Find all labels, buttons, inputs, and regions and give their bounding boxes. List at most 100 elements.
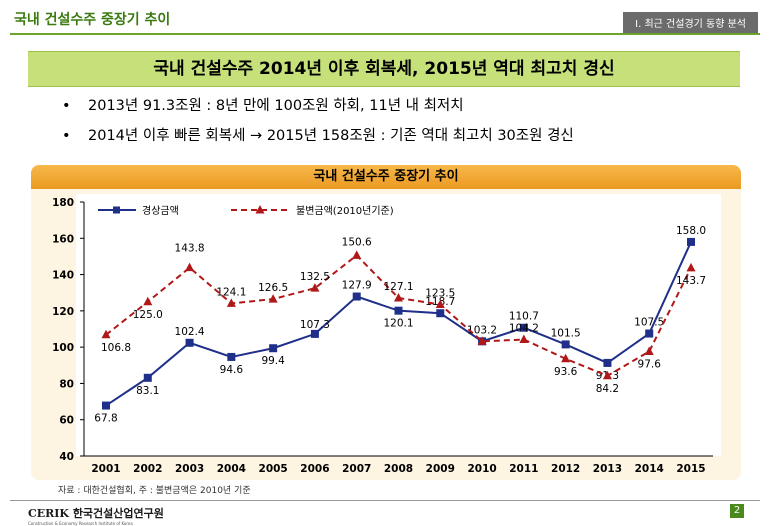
y-tick-label: 100: [52, 342, 74, 354]
page-number: 2: [730, 504, 744, 518]
data-point: [436, 309, 445, 318]
chart-panel: 국내 건설수주 중장기 추이 40 60 80 100 120 140 160 180 2001…: [31, 165, 741, 480]
footer-divider: [10, 500, 760, 501]
slide-title: 국내 건설수주 중장기 추이: [14, 12, 171, 28]
data-point: [310, 283, 320, 292]
data-point: [352, 292, 361, 301]
data-point: [310, 329, 319, 338]
logo-text: CERIK 한국건설산업연구원: [28, 507, 164, 520]
bullet-text: 2014년 이후 빠른 회복세 → 2015년 158조원 : 기존 역대 최고…: [88, 128, 574, 144]
data-point: [519, 323, 528, 332]
data-point: [602, 370, 612, 380]
y-tick-label: 140: [52, 270, 74, 282]
data-point: [645, 329, 654, 338]
data-point: [394, 292, 403, 302]
x-tick-label: 2015: [676, 463, 705, 475]
data-label: 120.1: [383, 318, 413, 330]
source-note: 자료 : 대한건설협회, 주 : 불변금액은 2010년 기준: [58, 486, 251, 496]
data-label: 158.0: [676, 225, 706, 237]
y-tick-label: 80: [59, 378, 74, 390]
header-divider: [10, 33, 760, 35]
data-label: 94.6: [220, 364, 244, 376]
data-label: 104.2: [509, 323, 539, 335]
data-point: [561, 340, 570, 349]
data-label: 124.1: [216, 286, 246, 298]
data-point: [269, 344, 278, 353]
x-tick-label: 2010: [467, 463, 496, 475]
x-tick-label: 2012: [551, 463, 580, 475]
data-label: 107.5: [634, 317, 664, 329]
data-point: [644, 346, 654, 355]
section-tag: I. 최근 건설경기 동향 분석: [623, 12, 758, 33]
data-label: 67.8: [94, 413, 117, 425]
data-label: 127.1: [383, 281, 413, 293]
data-label: 99.4: [261, 355, 285, 367]
data-label: 106.8: [101, 342, 131, 354]
data-point: [143, 373, 152, 382]
data-point: [226, 298, 236, 307]
data-point: [227, 352, 236, 361]
x-tick-label: 2004: [217, 463, 246, 475]
data-label: 103.2: [467, 324, 497, 336]
legend-label-1: 경상금액: [142, 204, 179, 217]
data-point: [686, 262, 696, 272]
y-tick-label: 60: [59, 415, 74, 427]
x-tick-label: 2011: [509, 463, 538, 475]
x-tick-label: 2008: [384, 463, 413, 475]
data-point: [477, 336, 487, 345]
x-tick-label: 2001: [91, 463, 120, 475]
data-label: 125.0: [133, 309, 163, 321]
bullet-item: • 2014년 이후 빠른 회복세 → 2015년 158조원 : 기존 역대 최…: [62, 126, 574, 156]
data-point: [603, 358, 612, 367]
plot-area: [76, 194, 721, 456]
x-tick-label: 2003: [175, 463, 204, 475]
headline-banner: 국내 건설수주 2014년 이후 회복세, 2015년 역대 최고치 경신: [28, 51, 740, 87]
logo-subtext: Construction & Economy Research Institut…: [28, 521, 133, 526]
data-label: 102.4: [175, 326, 205, 338]
data-label: 127.9: [342, 280, 372, 292]
data-point: [143, 296, 153, 306]
legend-marker-1: [113, 206, 120, 214]
y-tick-label: 40: [59, 451, 74, 463]
data-point: [101, 329, 111, 339]
data-label: 93.6: [554, 366, 578, 378]
line-chart: 40 60 80 100 120 140 160 180 2001 2002 2003 2004 200…: [52, 194, 721, 475]
data-point: [394, 306, 403, 315]
data-label: 97.6: [638, 358, 662, 370]
x-tick-label: 2013: [593, 463, 622, 475]
y-tick-label: 120: [52, 306, 74, 318]
data-label: 84.2: [596, 383, 619, 395]
data-label: 101.5: [551, 327, 581, 339]
data-point: [519, 334, 529, 344]
data-label: 83.1: [136, 385, 159, 397]
x-tick-label: 2007: [342, 463, 371, 475]
data-point: [185, 262, 195, 272]
x-tick-label: 2006: [300, 463, 329, 475]
legend-marker-2: [255, 205, 265, 214]
data-label: 126.5: [258, 282, 288, 294]
chart-title: 국내 건설수주 중장기 추이: [31, 165, 741, 189]
data-point: [687, 237, 695, 246]
data-point: [352, 250, 362, 259]
data-point: [435, 299, 445, 309]
bullet-dot: •: [62, 98, 71, 114]
data-label: 143.7: [676, 275, 706, 287]
data-label: 143.8: [175, 243, 205, 255]
x-tick-label: 2005: [259, 463, 288, 475]
data-label: 110.7: [509, 311, 539, 323]
data-label: 107.3: [300, 319, 330, 331]
x-tick-label: 2014: [635, 463, 664, 475]
y-tick-label: 160: [52, 233, 74, 245]
bullet-text: 2013년 91.3조원 : 8년 만에 100조원 하회, 11년 내 최저치: [88, 98, 464, 114]
bullet-item: • 2013년 91.3조원 : 8년 만에 100조원 하회, 11년 내 최저…: [62, 96, 574, 126]
y-tick-label: 180: [52, 197, 74, 209]
data-label: 123.5: [425, 288, 455, 300]
data-point: [268, 294, 278, 303]
bullet-list: • 2013년 91.3조원 : 8년 만에 100조원 하회, 11년 내 최저…: [62, 96, 574, 156]
x-tick-label: 2002: [133, 463, 162, 475]
data-point: [102, 401, 110, 410]
data-label: 150.6: [342, 236, 372, 248]
data-point: [561, 353, 571, 363]
legend-label-2: 불변금액(2010년기준): [296, 205, 394, 217]
x-tick-label: 2009: [426, 463, 455, 475]
